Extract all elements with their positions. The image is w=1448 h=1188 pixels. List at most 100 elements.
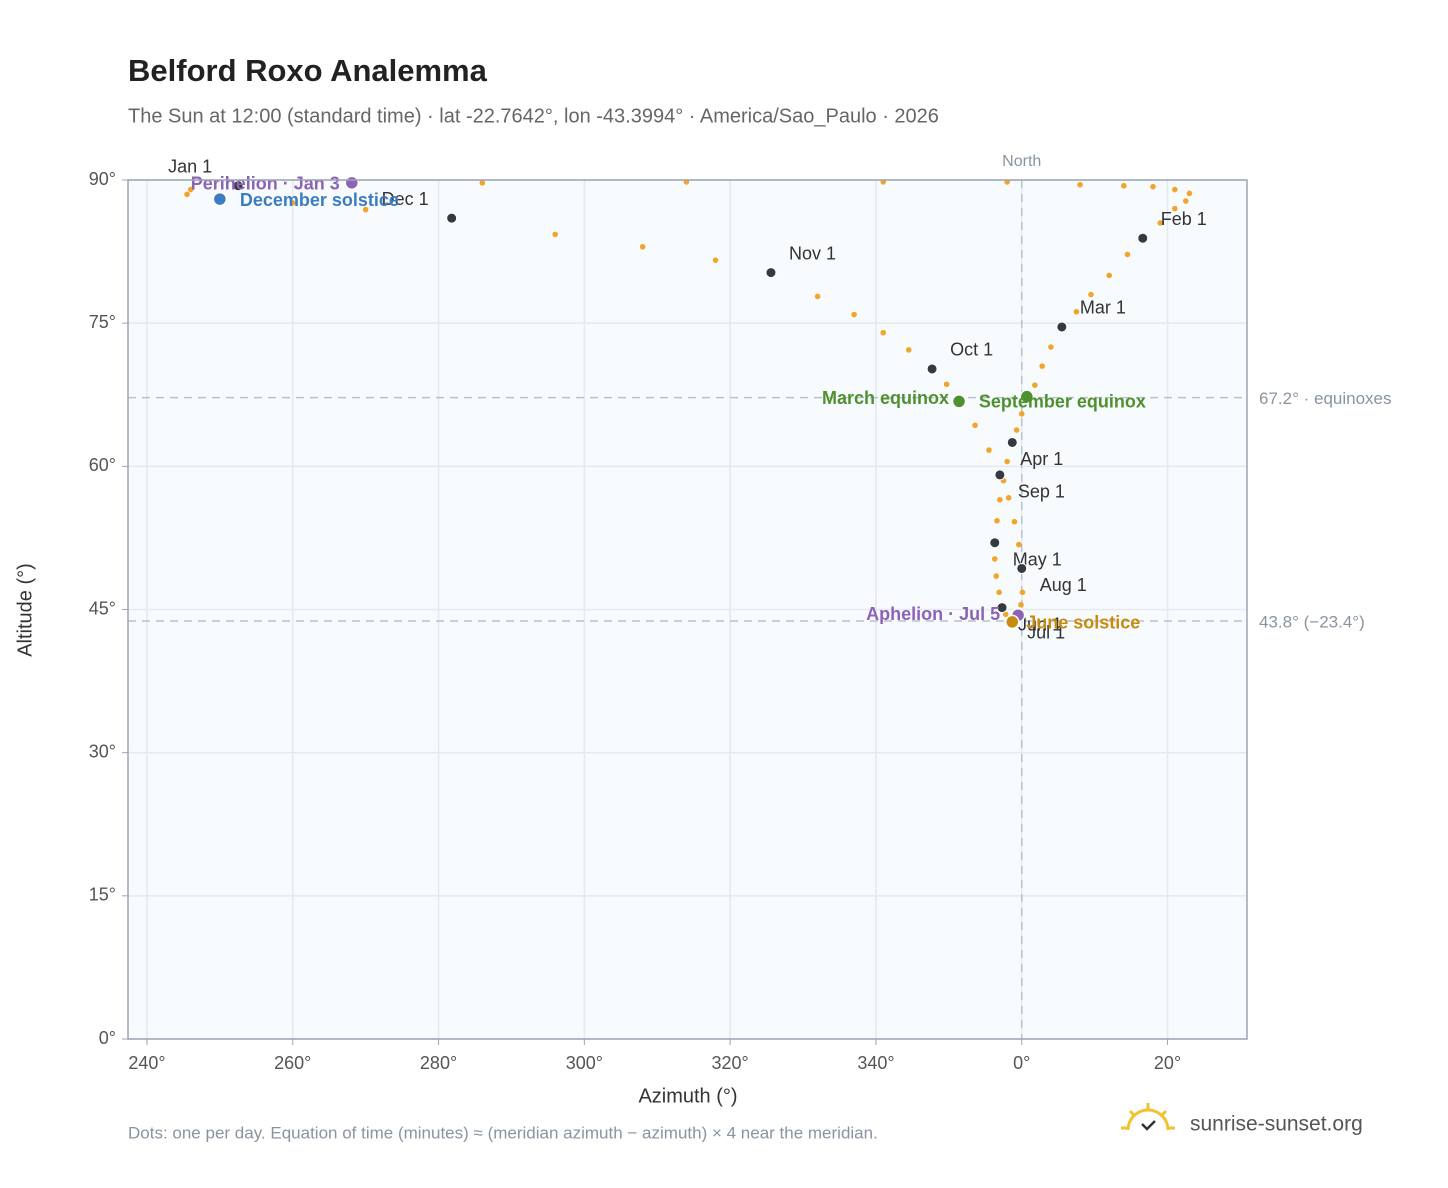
event-label: Aphelion · Jul 5	[866, 604, 1000, 624]
sun-dot	[1013, 427, 1020, 433]
month-marker	[446, 212, 458, 224]
sun-dot	[1182, 198, 1189, 204]
event-marker	[951, 394, 967, 409]
brand-logo	[1121, 1103, 1175, 1131]
event-marker	[1005, 614, 1020, 630]
sun-dot	[905, 347, 912, 353]
month-label: Jan 1	[168, 156, 212, 176]
event-label: March equinox	[822, 388, 949, 408]
month-marker	[1016, 562, 1028, 574]
sun-dot	[1032, 382, 1038, 389]
sun-dot	[184, 191, 190, 198]
month-marker	[1056, 321, 1068, 333]
sun-dot	[1186, 190, 1193, 197]
month-label: Feb 1	[1161, 209, 1207, 229]
sun-dot	[996, 589, 1002, 596]
sun-dot	[814, 293, 821, 300]
sun-dot	[712, 257, 719, 263]
month-label: Apr 1	[1020, 449, 1063, 469]
sun-dot	[187, 186, 194, 193]
sun-dot	[552, 231, 558, 238]
y-tick-label: 0°	[99, 1028, 116, 1048]
sun-dot	[479, 180, 486, 186]
month-label: Dec 1	[382, 189, 429, 209]
sun-dot	[289, 200, 296, 206]
sun-dot	[1088, 291, 1094, 298]
month-label: Sep 1	[1018, 482, 1065, 502]
sun-dot	[1157, 220, 1164, 226]
sun-dot	[991, 556, 998, 562]
month-marker	[989, 537, 1001, 549]
month-label: Mar 1	[1080, 298, 1126, 318]
x-tick-label: 340°	[857, 1053, 894, 1073]
x-tick-label: 300°	[566, 1053, 603, 1073]
sun-dot	[1016, 541, 1022, 548]
sun-dot	[639, 244, 646, 250]
sun-dot	[997, 496, 1003, 503]
event-marker	[344, 175, 360, 191]
sun-dot	[1124, 251, 1131, 258]
sun-dot	[994, 517, 1000, 524]
sun-dot	[880, 329, 887, 336]
sun-dot	[1039, 363, 1045, 369]
month-marker	[996, 602, 1008, 614]
sun-dot	[1150, 183, 1156, 190]
month-label: Jun 1	[1018, 614, 1062, 634]
event-label: December solstice	[240, 190, 399, 210]
event-marker	[1019, 389, 1035, 404]
footnote: Dots: one per day. Equation of time (min…	[128, 1123, 878, 1142]
month-marker	[994, 469, 1006, 481]
sun-dot	[1018, 411, 1025, 417]
x-tick-label: 280°	[420, 1053, 457, 1073]
north-label: North	[1002, 153, 1041, 170]
reference-label: 67.2° · equinoxes	[1259, 389, 1392, 408]
sun-dot	[1019, 589, 1026, 596]
event-label: Perihelion · Jan 3	[191, 174, 340, 194]
x-tick-label: 260°	[274, 1053, 311, 1073]
sun-dot	[1002, 611, 1009, 618]
sun-dot	[1004, 458, 1010, 465]
sun-dot	[1121, 182, 1127, 189]
sun-dot	[1005, 495, 1012, 501]
chart-subtitle: The Sun at 12:00 (standard time) · lat -…	[128, 105, 939, 127]
x-tick-label: 320°	[712, 1053, 749, 1073]
x-tick-label: 0°	[1013, 1053, 1030, 1073]
y-axis-label: Altitude (°)	[14, 563, 36, 657]
x-tick-label: 20°	[1154, 1053, 1181, 1073]
plot-border	[127, 179, 1248, 1040]
sun-dot	[943, 381, 950, 388]
event-label: September equinox	[979, 391, 1146, 411]
month-marker	[765, 267, 777, 279]
month-label: Aug 1	[1040, 575, 1087, 595]
sun-dot	[1077, 181, 1083, 188]
sun-dot	[1172, 205, 1178, 212]
sun-dot	[993, 573, 1000, 579]
x-axis-label: Azimuth (°)	[638, 1085, 737, 1107]
month-marker	[1006, 436, 1018, 448]
x-tick-label: 240°	[128, 1053, 165, 1073]
y-tick-label: 30°	[89, 741, 116, 761]
y-tick-label: 45°	[89, 598, 116, 618]
sun-dot	[1106, 272, 1113, 279]
month-marker	[1137, 232, 1149, 244]
sun-dot	[1018, 601, 1024, 608]
event-marker	[212, 191, 228, 207]
sun-dot	[1172, 186, 1178, 193]
month-marker	[926, 363, 938, 375]
y-tick-label: 15°	[89, 885, 116, 905]
sun-dot	[1073, 308, 1080, 315]
sun-dot	[362, 206, 369, 213]
sun-dot	[972, 422, 978, 429]
sun-dot	[851, 311, 857, 318]
brand: sunrise-sunset.org	[1190, 1113, 1363, 1136]
y-tick-label: 90°	[89, 169, 116, 189]
y-tick-label: 60°	[89, 455, 116, 475]
y-tick-label: 75°	[89, 312, 116, 332]
month-label: Oct 1	[950, 340, 993, 360]
chart-title: Belford Roxo Analemma	[128, 53, 488, 88]
sun-dot	[986, 447, 992, 453]
sun-dot	[1048, 344, 1054, 350]
reference-label: 43.8° (−23.4°)	[1259, 612, 1365, 631]
event-label: June solstice	[1026, 613, 1140, 633]
